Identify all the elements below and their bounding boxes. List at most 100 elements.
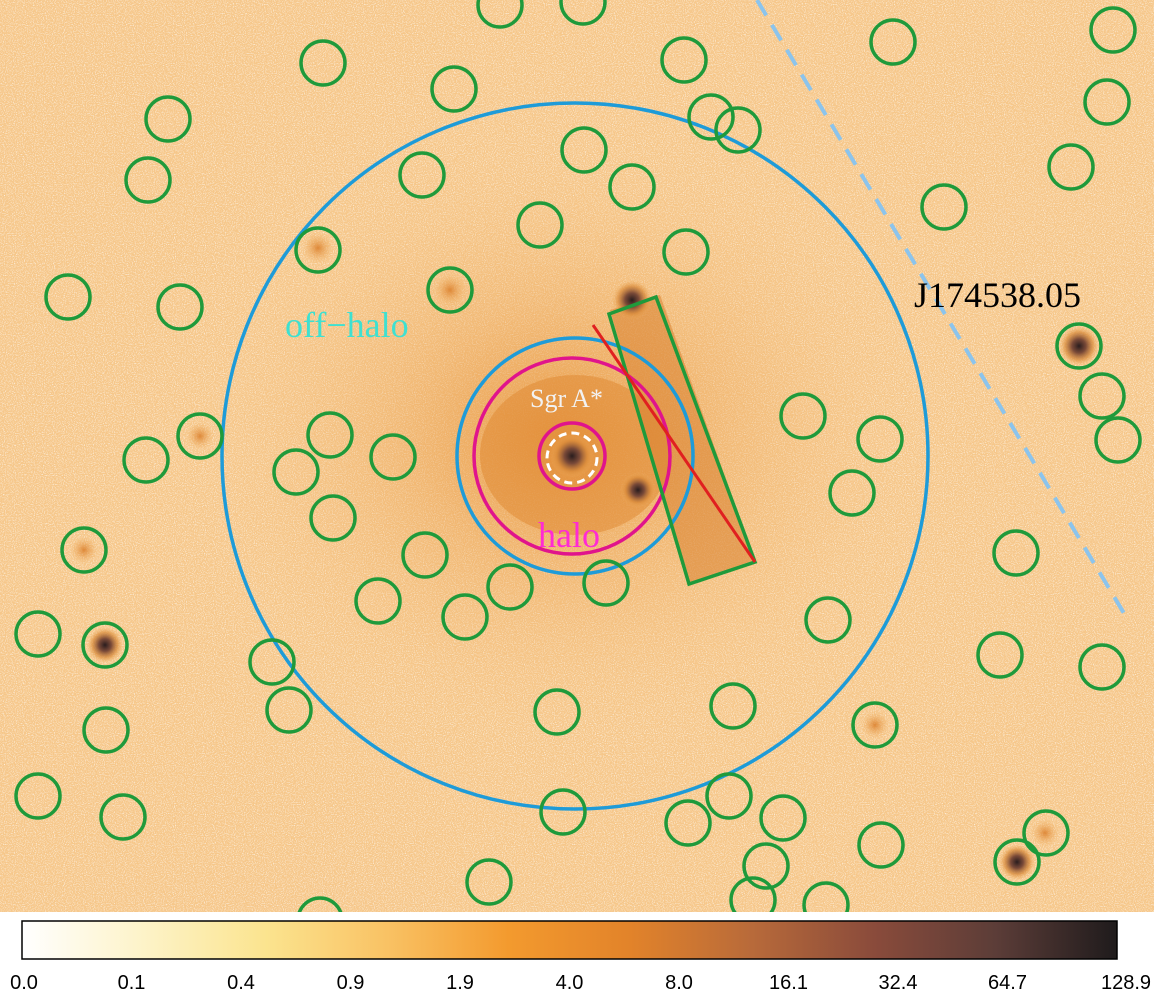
source-label: J174538.05 [914,275,1081,315]
source-circle [869,18,917,66]
jet-axis-line [591,324,757,563]
source-circle [401,531,449,579]
jet-emission [610,295,755,585]
source-circle [81,621,129,669]
off-halo-inner-circle [455,336,695,576]
source-circle [265,686,313,734]
source-circle [920,183,968,231]
source-circle [354,577,402,625]
source-circle [369,433,417,481]
source-circle [559,0,607,26]
source-circle [1083,78,1131,126]
source-circle [660,36,708,84]
colorbar-tick-label: 128.9 [1100,972,1152,994]
source-circle [1078,643,1126,691]
source-circle [664,799,712,847]
colorbar-gradient [21,920,1118,960]
source-circle [539,788,587,836]
source-circle [14,610,62,658]
source-circle [802,881,850,912]
source-circle [248,638,296,686]
colorbar-tick-label: 0.4 [227,972,255,994]
source-circle [582,559,630,607]
source-circle [1022,809,1070,857]
source-exclusion-circles [14,0,1142,912]
point-source [302,232,334,264]
source-circle [1094,416,1142,464]
source-circle [992,529,1040,577]
source-circle [560,126,608,174]
sgra-label: Sgr A* [530,384,603,413]
point-source [620,472,656,508]
colorbar-tick-label: 4.0 [555,972,584,994]
source-circle [476,0,524,29]
source-circle [309,494,357,542]
source-circle [1047,143,1095,191]
source-circle [144,95,192,143]
source-circle [1089,6,1137,54]
source-circle [99,793,147,841]
point-source [1031,819,1059,847]
dashed-boundary [755,0,1127,617]
colorbar-tick-label: 64.7 [988,972,1027,994]
colorbar-tick-label: 8.0 [665,972,693,994]
source-circle [804,596,852,644]
point-source [861,711,889,739]
off-halo-label: off−halo [285,305,409,345]
source-circle [430,65,478,113]
source-circle [176,412,224,460]
colorbar-tick-label: 0.0 [10,972,38,994]
source-circle [398,151,446,199]
source-circle [156,283,204,331]
halo-label: halo [538,515,600,555]
source-circle [122,436,170,484]
source-circle [779,392,827,440]
source-circle [705,772,753,820]
source-circle [294,226,342,274]
source-circle [976,631,1024,679]
halo-outer-circle [472,356,672,556]
colorbar-tick-label: 0.1 [117,972,146,994]
source-circle [856,415,904,463]
colorbar: 0.0 0.1 0.4 0.9 1.9 4.0 8.0 16.1 32.4 64.7 128.9 [0,912,1154,1002]
source-circle [82,706,130,754]
point-source [70,536,98,564]
source-circle [426,266,474,314]
sgra-dashed-circle [545,431,599,485]
source-circle [608,163,656,211]
source-circle [742,842,790,890]
source-circle [44,273,92,321]
source-circle [1078,372,1126,420]
source-circle [714,106,762,154]
source-circle [297,896,343,912]
halo-inner-circle [537,421,607,491]
source-circle [272,448,320,496]
source-circle [857,821,905,869]
source-circle [1055,322,1103,370]
source-circle [662,228,710,276]
source-circle [828,469,876,517]
source-circle [851,701,899,749]
source-circle [516,201,564,249]
point-source [999,844,1035,880]
source-circle [60,526,108,574]
sky-image: J174538.05 Sgr A* off−halo halo [0,0,1154,912]
source-circle [441,593,489,641]
source-circle [465,858,513,906]
source-circle [486,563,534,611]
off-halo-outer-circle [220,101,930,811]
colorbar-tick-label: 16.1 [769,972,808,994]
source-circle [993,838,1041,886]
source-circle [124,156,172,204]
source-circle [533,688,581,736]
point-source [1059,326,1099,366]
source-circle [729,876,777,912]
source-circle [759,794,807,842]
source-circle [14,772,62,820]
source-circle [709,682,757,730]
source-circle [306,411,354,459]
sgra-source [550,434,594,478]
source-circle [299,39,347,87]
point-source [186,422,214,450]
colorbar-tick-label: 1.9 [446,972,474,994]
